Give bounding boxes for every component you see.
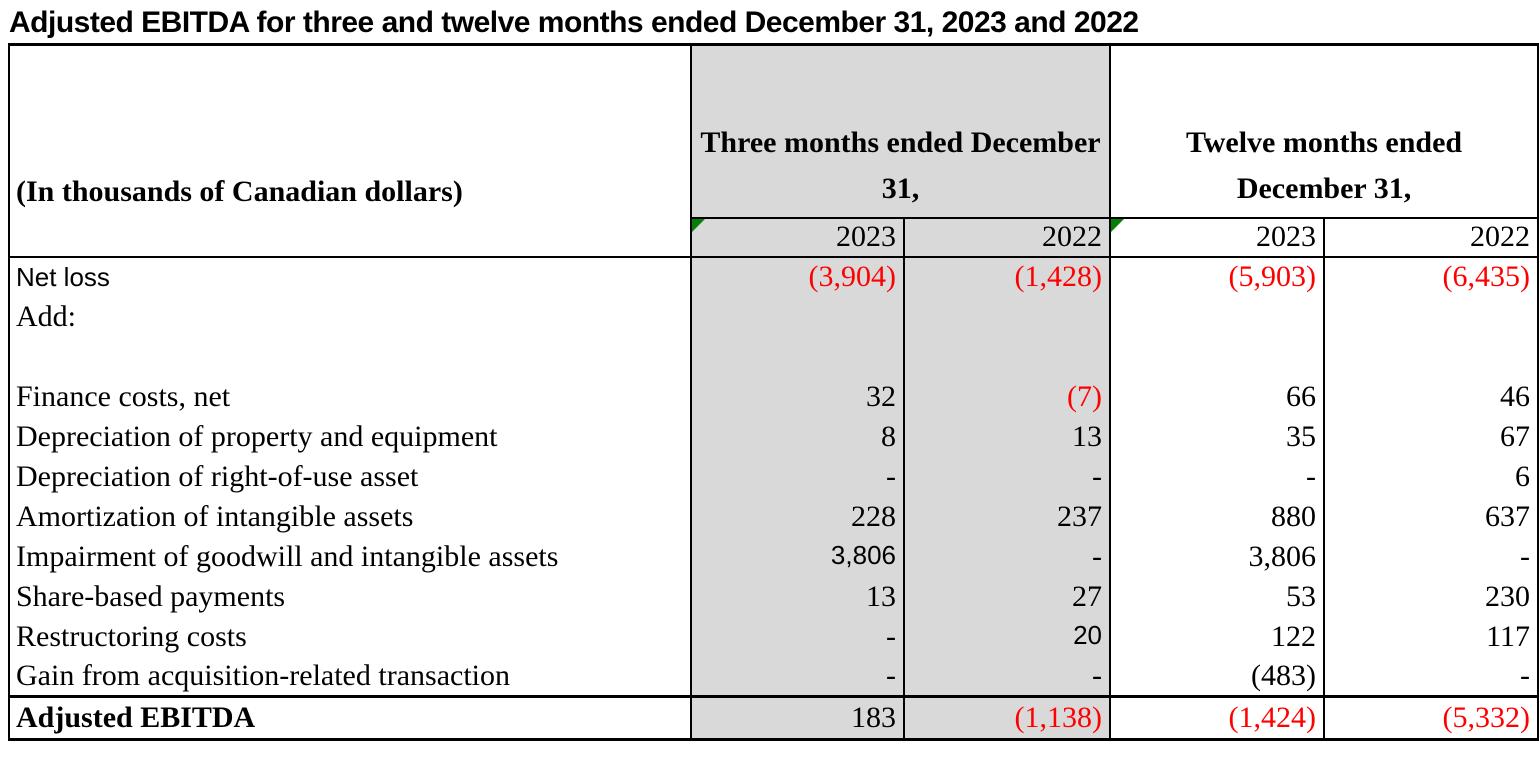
value-cell: -: [902, 656, 1111, 697]
row-label: Depreciation of right-of-use asset: [16, 459, 419, 493]
value-cell: (483): [1109, 656, 1325, 697]
col-group-twelve-months-line1: Twelve months ended: [1185, 125, 1463, 159]
row-label: Net loss: [16, 261, 110, 292]
table-row: Net loss (3,904) (1,428) (5,903) (6,435): [9, 256, 1539, 297]
value-cell: -: [690, 616, 904, 657]
value-cell: -: [690, 656, 904, 697]
value-cell: 880: [1109, 496, 1325, 537]
year-header: 2023: [690, 217, 904, 258]
value-cell: -: [690, 456, 904, 497]
row-label: [9, 337, 691, 377]
year-header-row: 2023 2022 2023 2022: [9, 217, 1539, 258]
value-cell: -: [1323, 536, 1539, 577]
value-cell: 20: [902, 616, 1111, 657]
page-title: Adjusted EBITDA for three and twelve mon…: [9, 6, 1139, 39]
value-cell: [1109, 336, 1325, 377]
value-cell: 13: [902, 416, 1111, 457]
unit-label: (In thousands of Canadian dollars): [9, 44, 691, 258]
row-label: Impairment of goodwill and intangible as…: [16, 539, 559, 573]
total-value-cell: 183: [690, 695, 904, 740]
col-group-three-months: Three months ended December 31,: [689, 44, 1111, 219]
value-cell: 3,806: [1109, 536, 1325, 577]
value-cell: 6: [1323, 456, 1539, 497]
value-cell: 67: [1323, 416, 1539, 457]
year-header: 2022: [1323, 217, 1539, 258]
value-cell: 32: [690, 376, 904, 417]
value-cell: (6,435): [1323, 256, 1539, 297]
row-label: Restructoring costs: [16, 619, 247, 653]
total-value-cell: (5,332): [1323, 695, 1539, 740]
value-cell: 122: [1109, 616, 1325, 657]
value-cell: 8: [690, 416, 904, 457]
total-value-cell: (1,424): [1109, 695, 1325, 740]
table-row: Depreciation of property and equipment 8 1…: [9, 416, 1539, 457]
table-row: Amortization of intangible assets 228 237 8…: [9, 496, 1539, 537]
value-cell: [1323, 296, 1539, 337]
year-label: 2023: [1256, 220, 1317, 253]
table-row: Add:: [9, 296, 1539, 337]
row-label: Finance costs, net: [16, 379, 231, 413]
row-label: Depreciation of property and equipment: [16, 419, 498, 453]
table-row: Restructoring costs -20 122 117: [9, 616, 1539, 657]
value-cell: 27: [902, 576, 1111, 617]
cell-flag-triangle-icon: [692, 218, 705, 232]
value-cell: -: [1109, 456, 1325, 497]
value-cell: 228: [690, 496, 904, 537]
total-row: Adjusted EBITDA 183 (1,138) (1,424) (5,332): [9, 695, 1539, 740]
value-cell: 53: [1109, 576, 1325, 617]
value-cell: [690, 296, 904, 337]
row-label: Amortization of intangible assets: [16, 499, 414, 533]
total-value-cell: (1,138): [902, 695, 1111, 740]
cell-flag-triangle-icon: [1111, 218, 1125, 232]
col-group-three-months-line1: Three months ended December: [700, 125, 1101, 159]
value-cell: [690, 336, 904, 377]
value-cell: 230: [1323, 576, 1539, 617]
row-label: Add:: [16, 299, 76, 333]
row-label: Gain from acquisition-related transactio…: [16, 658, 510, 692]
table-row: Finance costs, net 32 (7) 66 46: [9, 376, 1539, 417]
col-group-twelve-months-line2: December 31,: [1236, 171, 1412, 205]
year-label: 2022: [1470, 220, 1531, 253]
table-row: Share-based payments 13 27 53 230: [9, 576, 1539, 617]
unit-label-text: (In thousands of Canadian dollars): [16, 174, 463, 208]
value-cell: (5,903): [1109, 256, 1325, 297]
value-cell: (1,428): [902, 256, 1111, 297]
value-cell: 13: [690, 576, 904, 617]
value-cell: [902, 296, 1111, 337]
adjusted-ebitda-table: (In thousands of Canadian dollars) Three…: [8, 43, 1540, 741]
value-cell: 237: [902, 496, 1111, 537]
column-group-header-row: (In thousands of Canadian dollars) Three…: [9, 44, 1539, 258]
table-row: [9, 336, 1539, 377]
value-cell: 117: [1323, 616, 1539, 657]
col-group-twelve-months: Twelve months ended December 31,: [1109, 44, 1539, 219]
table-row: Impairment of goodwill and intangible as…: [9, 536, 1539, 577]
value-cell: [902, 336, 1111, 377]
value-cell: 35: [1109, 416, 1325, 457]
value-cell: 3,806: [690, 536, 904, 577]
value-cell: 637: [1323, 496, 1539, 537]
value-cell: 46: [1323, 376, 1539, 417]
total-row-label: Adjusted EBITDA: [9, 695, 691, 740]
value-cell: -: [1323, 656, 1539, 697]
row-label: Share-based payments: [16, 579, 286, 613]
year-header: 2022: [902, 217, 1111, 258]
value-cell: 66: [1109, 376, 1325, 417]
value-cell: -: [902, 456, 1111, 497]
year-label: 2023: [836, 220, 896, 253]
year-label: 2022: [1042, 220, 1103, 253]
table-row: Depreciation of right-of-use asset - - -6: [9, 456, 1539, 497]
value-cell: [1323, 336, 1539, 377]
table-row: Gain from acquisition-related transactio…: [9, 656, 1539, 697]
value-cell: [1109, 296, 1325, 337]
year-header: 2023: [1109, 217, 1325, 258]
col-group-three-months-line2: 31,: [881, 171, 920, 205]
value-cell: -: [902, 536, 1111, 577]
value-cell: (3,904): [690, 256, 904, 297]
value-cell: (7): [902, 376, 1111, 417]
